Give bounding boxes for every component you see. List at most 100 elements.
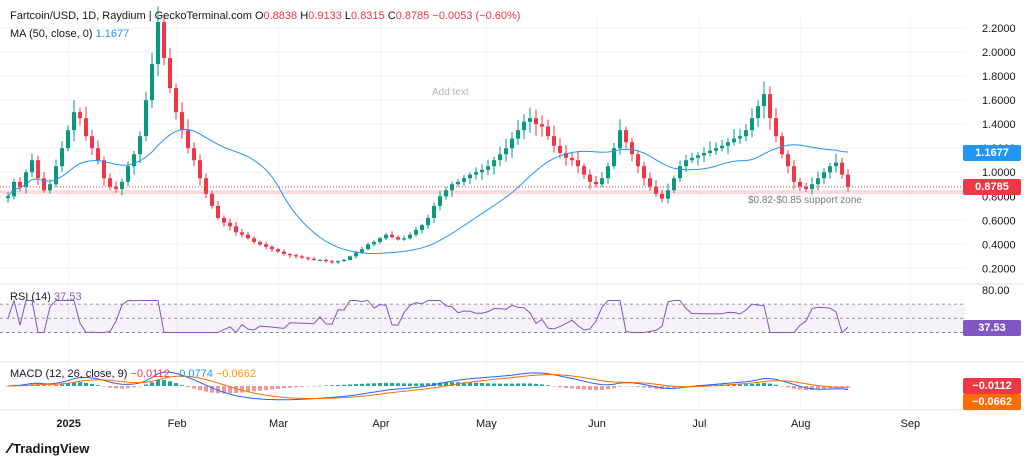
macd-bar <box>102 386 106 387</box>
candle <box>732 128 736 146</box>
macd-bar <box>294 386 298 388</box>
macd-bar <box>744 384 748 386</box>
candle <box>672 175 676 194</box>
rsi-legend[interactable]: RSI (14) 37.53 <box>10 291 82 303</box>
candle <box>402 235 406 241</box>
macd-bar <box>258 386 262 391</box>
candle <box>570 151 574 166</box>
candle <box>846 169 850 192</box>
macd-bar <box>234 386 238 394</box>
macd-bar <box>240 386 244 393</box>
symbol-title[interactable]: Fartcoin/USD, 1D, Raydium | GeckoTermina… <box>10 10 252 22</box>
candle <box>192 142 196 167</box>
macd-bar <box>624 386 628 387</box>
macd-bar <box>630 386 634 387</box>
candle <box>564 144 568 166</box>
macd-bar <box>474 382 478 386</box>
macd-bar <box>762 382 766 386</box>
candle <box>774 107 778 143</box>
macd-bar <box>180 385 184 386</box>
candle <box>336 260 340 265</box>
macd-bar <box>504 383 508 386</box>
candle <box>726 138 730 155</box>
candle <box>78 107 82 126</box>
candle <box>156 6 160 77</box>
macd-bar <box>126 386 130 389</box>
add-text-placeholder[interactable]: Add text <box>432 87 469 98</box>
candle <box>786 150 790 174</box>
candle <box>792 159 796 190</box>
candle <box>756 100 760 128</box>
support-zone <box>0 190 965 195</box>
time-axis[interactable]: 2025 Feb Mar Apr May Jun Jul Aug Sep <box>56 418 920 430</box>
candle <box>798 178 802 191</box>
macd-legend[interactable]: MACD (12, 26, close, 9) −0.0112 −0.0774 … <box>10 368 256 380</box>
macd-bar <box>588 386 592 390</box>
macd-bar <box>264 386 268 391</box>
candle <box>474 167 478 180</box>
macd-bar <box>546 385 550 386</box>
candle <box>618 119 622 155</box>
candle <box>426 214 430 229</box>
candle <box>252 236 256 244</box>
candle <box>114 181 118 193</box>
candle <box>18 177 22 192</box>
macd-bar <box>48 385 52 386</box>
macd-bar <box>552 386 556 387</box>
macd-bar <box>636 386 640 387</box>
macd-bar <box>426 383 430 386</box>
candle <box>216 200 220 220</box>
macd-bar <box>846 386 850 388</box>
price-tick: 2.2000 <box>982 23 1016 35</box>
macd-bar <box>666 386 670 389</box>
macd-bar <box>360 383 364 386</box>
macd-bar <box>408 383 412 386</box>
candle <box>246 231 250 240</box>
macd-bar <box>606 386 610 390</box>
tradingview-logo-icon: ⁄⁄ <box>8 440 11 457</box>
macd-bar <box>78 382 82 386</box>
candle <box>276 248 280 254</box>
candle <box>492 156 496 175</box>
macd-bar <box>798 386 802 390</box>
candle <box>720 140 724 152</box>
macd-bar <box>330 385 334 386</box>
candle <box>54 159 58 188</box>
candle <box>528 107 532 133</box>
candle <box>258 240 262 247</box>
macd-bar <box>528 383 532 386</box>
ma-legend[interactable]: MA (50, close, 0) 1.1677 <box>10 28 129 40</box>
macd-bar <box>576 386 580 390</box>
time-tick: Aug <box>791 418 811 430</box>
macd-bar <box>510 383 514 386</box>
macd-bar <box>6 386 10 387</box>
candle <box>324 258 328 263</box>
candle <box>408 232 412 240</box>
candle <box>90 129 94 156</box>
macd-bar <box>276 386 280 389</box>
tradingview-logo[interactable]: ⁄⁄ TradingView <box>8 440 89 457</box>
macd-bar <box>114 386 118 389</box>
rsi-axis-tick: 80.00 <box>982 285 1010 297</box>
price-tick: 0.6000 <box>982 215 1016 227</box>
macd-bar <box>612 386 616 389</box>
macd-badge-a: −0.0112 <box>963 378 1021 394</box>
price-tick: 1.0000 <box>982 167 1016 179</box>
candle <box>690 152 694 164</box>
time-tick: Jul <box>692 418 706 430</box>
candle <box>396 235 400 241</box>
macd-bar <box>222 386 226 394</box>
macd-bar <box>738 384 742 386</box>
macd-bar <box>786 386 790 388</box>
ma-label: MA (50, close, 0) <box>10 28 93 40</box>
macd-bar <box>402 383 406 386</box>
low-value: 0.8315 <box>351 10 385 22</box>
macd-bar <box>774 384 778 386</box>
candle <box>486 160 490 175</box>
close-label: C <box>387 10 396 22</box>
macd-label: MACD (12, 26, close, 9) <box>10 368 128 380</box>
candle <box>648 172 652 191</box>
macd-bar <box>54 385 58 386</box>
candle <box>762 81 766 119</box>
